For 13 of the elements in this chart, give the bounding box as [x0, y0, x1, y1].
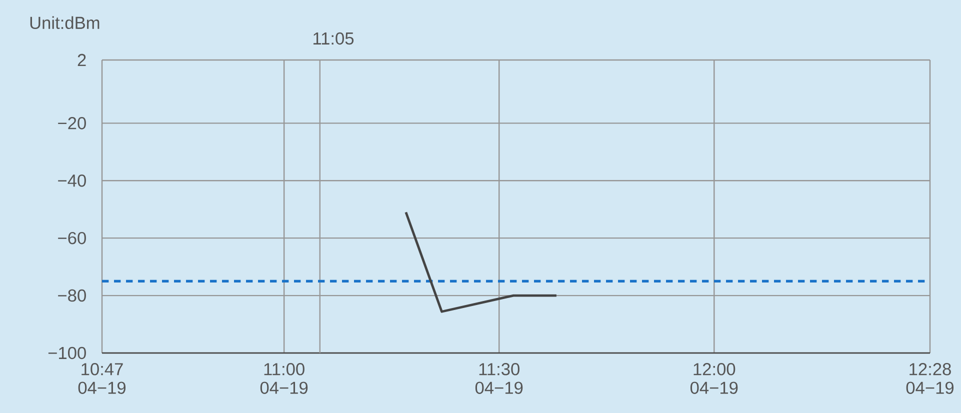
y-tick-label: 2: [78, 54, 86, 66]
y-tick-label: −80: [58, 289, 86, 302]
ref-line-label: 11:05: [314, 32, 354, 45]
y-tick-label: −40: [58, 174, 86, 187]
x-tick-label: 11:00 04−19: [260, 363, 308, 394]
y-tick-label: −100: [48, 346, 86, 360]
x-tick-label: 10:47 04−19: [78, 363, 126, 394]
y-tick-label: −20: [58, 117, 86, 130]
y-tick-label: −60: [58, 232, 86, 244]
x-tick-label: 11:30 04−19: [475, 363, 523, 394]
x-tick-label: 12:00 04−19: [690, 363, 738, 394]
x-tick-label: 12:28 04−19: [906, 363, 954, 394]
y-axis-title: Unit:dBm: [30, 16, 100, 30]
